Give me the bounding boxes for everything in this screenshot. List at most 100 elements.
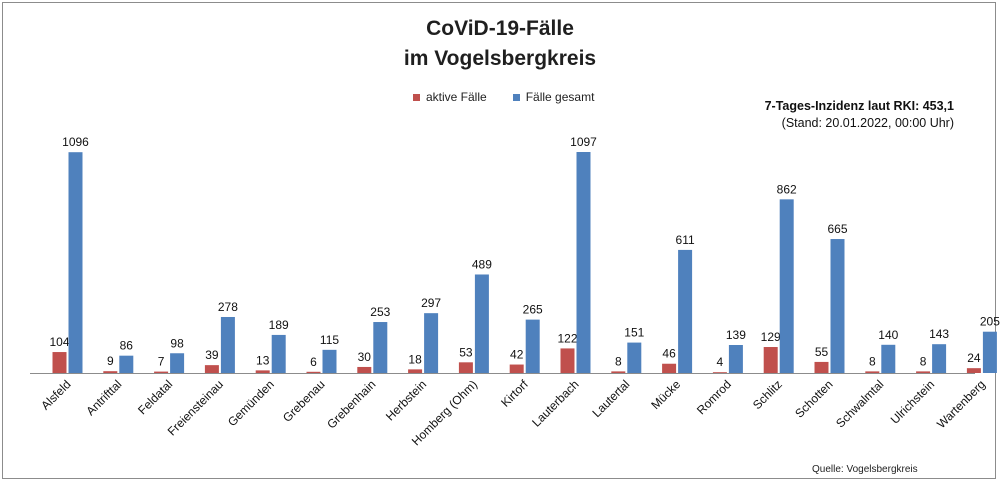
- bar-active-14: [763, 347, 778, 373]
- data-label-total-16: 140: [878, 328, 898, 342]
- bar-active-16: [865, 371, 880, 373]
- bar-total-3: [220, 316, 235, 373]
- bar-total-12: [678, 249, 693, 373]
- data-label-total-12: 611: [676, 233, 695, 247]
- bar-total-5: [322, 349, 337, 373]
- bar-active-5: [306, 371, 321, 373]
- data-label-active-4: 13: [256, 353, 270, 367]
- bar-total-7: [424, 313, 439, 373]
- bar-total-17: [932, 344, 947, 373]
- bar-active-17: [916, 371, 931, 373]
- bar-active-3: [204, 365, 219, 373]
- category-label-1: Antrifttal: [83, 377, 124, 418]
- category-label-9: Kirtorf: [498, 377, 531, 410]
- data-label-active-7: 18: [408, 352, 422, 366]
- data-label-active-2: 7: [158, 355, 165, 369]
- data-label-total-14: 862: [777, 182, 797, 196]
- data-label-total-8: 489: [472, 257, 492, 271]
- data-label-total-3: 278: [218, 300, 238, 314]
- bar-active-12: [662, 363, 677, 373]
- data-label-active-8: 53: [459, 345, 473, 359]
- bar-active-4: [255, 370, 270, 373]
- bar-total-4: [271, 334, 286, 373]
- incidence-stand: (Stand: 20.01.2022, 00:00 Uhr): [781, 116, 954, 130]
- data-label-total-7: 297: [421, 296, 441, 310]
- bar-active-15: [814, 361, 829, 373]
- bar-total-9: [525, 319, 540, 373]
- bar-total-13: [728, 344, 743, 373]
- data-label-active-18: 24: [967, 351, 981, 365]
- data-label-total-10: 1097: [570, 135, 597, 149]
- data-label-active-5: 6: [310, 355, 317, 369]
- bar-active-18: [966, 368, 981, 373]
- category-label-14: Schlitz: [750, 377, 785, 412]
- data-label-total-2: 98: [170, 336, 184, 350]
- incidence-note: 7-Tages-Inzidenz laut RKI: 453,1 (Stand:…: [765, 98, 954, 132]
- bar-active-9: [509, 364, 524, 373]
- bar-active-8: [458, 362, 473, 373]
- category-label-10: Lauterbach: [529, 377, 581, 429]
- data-label-total-11: 151: [624, 326, 644, 340]
- legend-label-total: Fälle gesamt: [525, 90, 595, 104]
- category-label-17: Ulrichstein: [888, 377, 938, 427]
- chart-title-line2: im Vogelsbergkreis: [403, 47, 597, 70]
- bar-active-1: [103, 371, 118, 373]
- category-label-7: Herbstein: [383, 377, 429, 423]
- data-label-total-5: 115: [320, 333, 339, 347]
- bar-total-2: [170, 353, 185, 373]
- bar-total-1: [119, 355, 134, 373]
- bar-total-15: [830, 239, 845, 373]
- data-label-active-3: 39: [205, 348, 219, 362]
- data-label-total-17: 143: [929, 327, 949, 341]
- bar-total-16: [881, 344, 896, 373]
- category-label-11: Lautertal: [589, 377, 632, 420]
- data-label-active-9: 42: [510, 348, 524, 362]
- data-label-active-16: 8: [869, 354, 876, 368]
- bar-active-2: [154, 371, 169, 373]
- chart-title: CoViD-19-Fälle im Vogelsbergkreis: [0, 14, 1000, 74]
- data-label-total-0: 1096: [62, 135, 89, 149]
- data-label-active-14: 129: [761, 330, 781, 344]
- data-label-total-4: 189: [269, 318, 289, 332]
- bar-active-10: [560, 348, 575, 373]
- data-label-total-15: 665: [827, 222, 847, 236]
- data-label-active-1: 9: [107, 354, 114, 368]
- category-label-12: Mücke: [648, 377, 683, 412]
- category-label-4: Gemünden: [225, 377, 277, 429]
- bar-active-6: [357, 366, 372, 373]
- data-label-active-11: 8: [615, 354, 622, 368]
- category-label-2: Feldatal: [135, 377, 175, 417]
- data-label-total-9: 265: [523, 303, 543, 317]
- data-label-active-0: 104: [49, 335, 69, 349]
- chart-title-line1: CoViD-19-Fälle: [426, 17, 574, 40]
- bar-total-6: [373, 322, 388, 373]
- legend-swatch-active: [413, 93, 420, 101]
- data-label-active-6: 30: [358, 350, 372, 364]
- bar-active-0: [52, 352, 67, 373]
- data-label-total-1: 86: [120, 339, 134, 353]
- bar-active-13: [712, 372, 727, 373]
- bar-total-8: [474, 274, 489, 373]
- category-label-18: Wartenberg: [934, 377, 988, 431]
- data-label-total-13: 139: [726, 328, 746, 342]
- data-label-active-17: 8: [920, 354, 927, 368]
- bar-total-11: [627, 342, 642, 373]
- bar-active-11: [611, 371, 626, 373]
- incidence-label: 7-Tages-Inzidenz laut RKI: 453,1: [764, 99, 954, 113]
- data-label-active-12: 46: [662, 347, 676, 361]
- bar-active-7: [408, 369, 423, 373]
- source-note: Quelle: Vogelsbergkreis: [812, 464, 918, 475]
- legend-label-active: aktive Fälle: [426, 90, 487, 104]
- category-label-6: Grebenhain: [324, 377, 378, 431]
- data-label-active-10: 122: [557, 331, 577, 345]
- data-label-active-15: 55: [815, 345, 829, 359]
- data-label-total-6: 253: [370, 305, 390, 319]
- bar-total-14: [779, 199, 794, 373]
- legend-swatch-total: [512, 93, 520, 101]
- bar-total-10: [576, 152, 591, 373]
- legend: aktive Fälle Fälle gesamt: [413, 90, 594, 104]
- data-label-active-13: 4: [717, 355, 724, 369]
- category-label-15: Schotten: [792, 377, 835, 420]
